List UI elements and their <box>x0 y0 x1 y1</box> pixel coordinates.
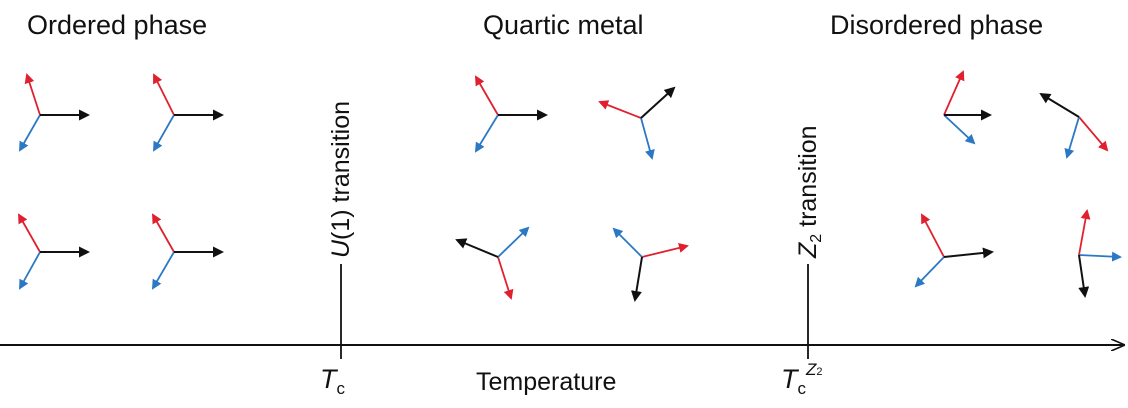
red-arrow <box>152 213 175 253</box>
red-arrow <box>153 73 175 116</box>
blue-arrow <box>19 251 41 290</box>
spin-triad-10-icon <box>1039 92 1109 159</box>
red-arrow <box>921 213 945 258</box>
blue-arrow <box>612 227 643 258</box>
spin-triad-4-icon <box>151 213 224 290</box>
blue-arrow <box>19 114 41 152</box>
spin-triad-1-icon <box>19 73 90 152</box>
red-arrow <box>497 256 514 300</box>
red-arrow <box>1078 116 1109 152</box>
u1-transition-label: U(1) transition <box>327 101 356 258</box>
u1-text: (1) transition <box>327 100 355 240</box>
blue-arrow <box>474 114 499 153</box>
tc-sub: c <box>336 379 346 398</box>
tcz2-sub: c <box>797 379 807 398</box>
tcz2-main: T <box>781 364 798 394</box>
blue-arrow <box>943 114 976 145</box>
temperature-label: Temperature <box>476 368 617 396</box>
spin-triad-5-icon <box>474 75 548 153</box>
spin-triad-2-icon <box>153 73 224 152</box>
spin-triad-8-icon <box>612 227 689 302</box>
red-arrow <box>641 243 689 258</box>
red-arrow <box>943 70 965 116</box>
black-arrow <box>455 238 499 258</box>
tcz2-sup-z: Z <box>806 360 817 379</box>
blue-arrow <box>1064 116 1080 159</box>
tcz2-tick-label: TcZ2 <box>781 360 823 399</box>
red-arrow <box>18 213 41 253</box>
spin-triad-9-icon <box>943 70 992 145</box>
black-arrow <box>943 247 994 259</box>
spin-triad-12-icon <box>1078 209 1122 298</box>
blue-arrow <box>151 251 175 290</box>
blue-arrow <box>1078 251 1122 262</box>
spin-triad-11-icon <box>914 213 994 288</box>
black-arrow <box>1078 254 1090 298</box>
u1-symbol: U <box>327 239 355 258</box>
z2-transition-label: Z2 transition <box>794 125 826 258</box>
spin-triad-6-icon <box>598 86 676 160</box>
tcz2-sup-sub: 2 <box>816 366 823 378</box>
red-arrow <box>598 100 642 119</box>
disordered-phase-title: Disordered phase <box>830 10 1044 40</box>
blue-arrow <box>640 117 655 160</box>
spin-triad-3-icon <box>18 213 90 290</box>
red-arrow <box>1078 209 1091 256</box>
quartic-metal-title: Quartic metal <box>483 10 644 40</box>
z2-subscript: 2 <box>808 233 825 243</box>
black-arrow <box>640 86 676 119</box>
ordered-phase-title: Ordered phase <box>27 10 208 40</box>
spin-triads <box>18 70 1122 302</box>
blue-arrow <box>497 226 530 258</box>
red-arrow <box>474 75 499 116</box>
blue-arrow <box>914 256 945 288</box>
tc-main: T <box>320 364 337 394</box>
tc-tick-label: Tc <box>320 364 345 399</box>
z2-symbol: Z <box>794 242 822 258</box>
black-arrow <box>631 256 643 302</box>
red-arrow <box>24 73 41 116</box>
blue-arrow <box>153 114 175 152</box>
tcz2-sup: Z2 <box>806 360 823 379</box>
black-arrow <box>1039 92 1080 118</box>
spin-triad-7-icon <box>455 226 530 300</box>
z2-text: transition <box>794 125 822 234</box>
